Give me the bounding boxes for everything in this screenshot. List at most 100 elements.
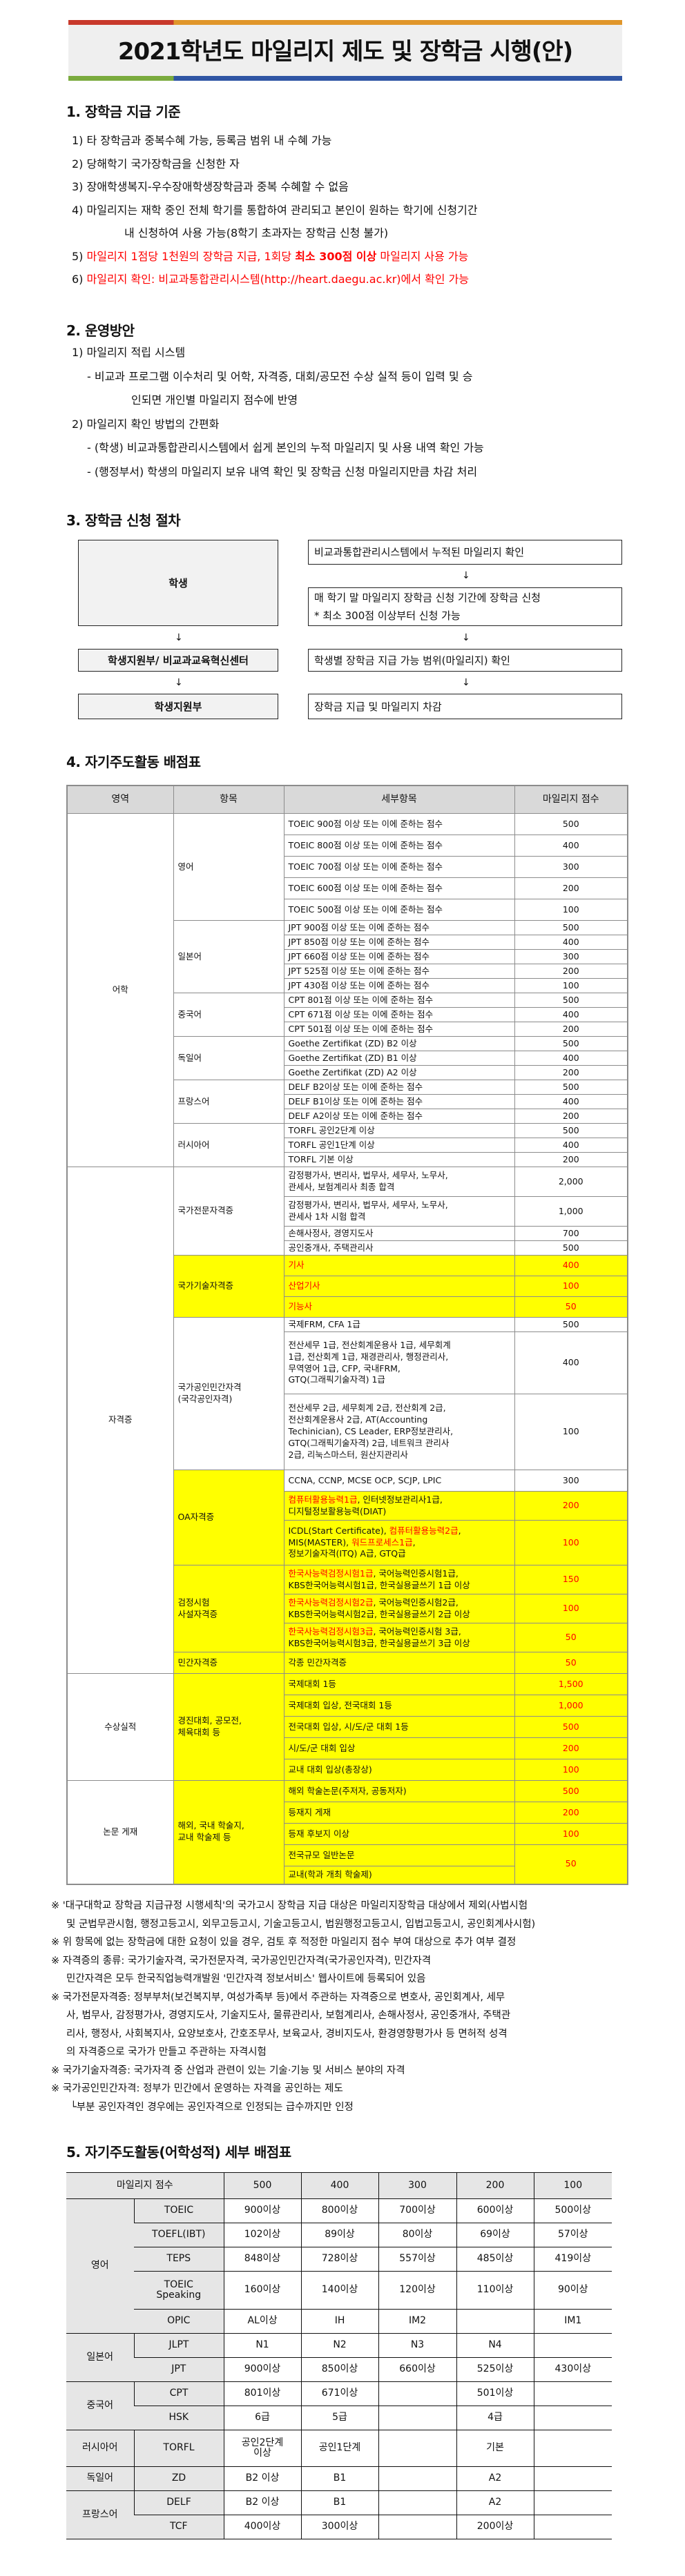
column-header: 500 <box>223 2172 302 2199</box>
score-cell: 500 <box>514 1317 628 1332</box>
area-cell: 어학 <box>66 813 174 1167</box>
detail-cell: 등재지 게재 <box>283 1802 515 1824</box>
score-cell: 200 <box>514 1065 628 1080</box>
detail-cell: CCNA, CCNP, MCSE OCP, SCJP, LPIC <box>283 1470 515 1492</box>
note: ※ 자격증의 종류: 국가기술자격, 국가전문자격, 국가공인민간자격(국가공인… <box>51 1955 432 1985</box>
detail-cell: TOEIC 900점 이상 또는 이에 준하는 점수 <box>283 813 515 835</box>
table-row: 컴퓨터활용능력1급, 인터넷정보관리사1급, 디지털정보활용능력(DIAT) 20… <box>67 1491 628 1521</box>
flow-step-check: 비교과통합관리시스템에서 누적된 마일리지 확인 <box>308 540 622 565</box>
detail-cell: Goethe Zertifikat (ZD) B2 이상 <box>283 1036 515 1051</box>
score-cell: 400 <box>514 1094 628 1109</box>
score-cell: 400 <box>514 1051 628 1066</box>
detail-cell: 산업기사 <box>283 1276 515 1297</box>
score-cell: 400 <box>514 1331 628 1394</box>
note: ※ 국가전문자격증: 정부부처(보건복지부, 여성가족부 등)에서 주관하는 자… <box>51 1991 511 2058</box>
item-cell: 국가전문자격증 <box>173 1167 284 1256</box>
table-row: 프랑스어 DELF B2 이상 B1 A2 <box>66 2490 612 2539</box>
score-threshold-cell <box>533 2333 612 2358</box>
test-name-cell: TOEIC Speaking <box>134 2271 224 2310</box>
detail-cell: TOEIC 600점 이상 또는 이에 준하는 점수 <box>283 877 515 899</box>
test-name-cell: JLPT <box>133 2333 224 2358</box>
score-cell: 50 <box>514 1844 628 1884</box>
table-row: 중국어 CPT 801이상 671이상 501이상 <box>66 2381 612 2430</box>
score-threshold-cell: 700이상 <box>378 2198 457 2223</box>
detail-segment: 한국사능력검정시험1급 <box>288 1568 374 1579</box>
score-cell: 200 <box>514 1109 628 1124</box>
detail-cell: 교내 대회 입상(총장상) <box>283 1759 515 1781</box>
table-row: JPT 850점 이상 또는 이에 준하는 점수 400 <box>67 935 628 950</box>
list-subitem-continuation: 인되면 개인별 마일리지 점수에 반영 <box>131 393 298 407</box>
detail-segment: 한국사능력검정시험3급 <box>288 1626 374 1637</box>
detail-segment: 기능사 <box>288 1301 313 1312</box>
score-cell: 1,000 <box>514 1196 628 1227</box>
list-subitem: - (학생) 비교과통합관리시스템에서 쉽게 본인의 누적 마일리지 및 사용 … <box>87 441 484 454</box>
table-row: 한국사능력검정시험2급, 국어능력인증시험2급, KBS한국어능력시험2급, 한… <box>67 1594 628 1623</box>
flow-actor-support-dept: 학생지원부 <box>78 694 278 719</box>
area-cell: 수상실적 <box>66 1673 174 1781</box>
table-row: ICDL(Start Certificate), 컴퓨터활용능력2급, MIS(… <box>67 1520 628 1565</box>
detail-cell: Goethe Zertifikat (ZD) A2 이상 <box>283 1065 515 1080</box>
detail-cell: 전국대회 입상, 시/도/군 대회 1등 <box>283 1716 515 1738</box>
table-row: 국제대회 입상, 전국대회 1등 1,000 <box>67 1695 628 1717</box>
score-threshold-cell: 89이상 <box>300 2223 379 2247</box>
detail-cell: 한국사능력검정시험1급, 국어능력인증시험1급, KBS한국어능력시험1급, 한… <box>283 1565 515 1594</box>
item-cell: 해외, 국내 학술지, 교내 학술제 등 <box>173 1780 284 1884</box>
list-item: 1) 마일리지 적립 시스템 <box>72 346 186 359</box>
table-row: TCF 400이상 300이상 200이상 <box>66 2515 612 2539</box>
table-row: 러시아어 TORFL 공인2단계 이상 500 <box>67 1123 628 1167</box>
test-name-cell: JPT <box>134 2357 224 2382</box>
table-row: 수상실적 경진대회, 공모전, 체육대회 등 국제대회 1등 1,500 <box>66 1673 628 1781</box>
score-cell: 1,000 <box>514 1695 628 1717</box>
table-row: 전국규모 일반논문 50 <box>67 1844 628 1884</box>
score-threshold-cell: 419이상 <box>533 2247 612 2272</box>
detail-cell: 국제FRM, CFA 1급 <box>283 1317 515 1332</box>
score-threshold-cell: 501이상 <box>456 2381 534 2406</box>
score-threshold-cell <box>378 2381 457 2406</box>
table-row: 교내 대회 입상(총장상) 100 <box>67 1759 628 1781</box>
score-threshold-cell <box>533 2381 612 2406</box>
arrow-down-icon: ↓ <box>175 632 183 643</box>
score-threshold-cell <box>456 2309 534 2334</box>
list-item: 1) 타 장학금과 중복수혜 가능, 등록금 범위 내 수혜 가능 <box>72 134 332 147</box>
score-threshold-cell <box>378 2466 457 2491</box>
score-cell: 500 <box>514 993 628 1008</box>
detail-cell: JPT 430점 이상 또는 이에 준하는 점수 <box>283 978 515 993</box>
score-threshold-cell <box>378 2490 457 2515</box>
table-row: TORFL 기본 이상 200 <box>67 1152 628 1167</box>
item-cell: 영어 <box>173 813 284 921</box>
detail-cell: 한국사능력검정시험3급, 국어능력인증시험 3급, KBS한국어능력시험3급, … <box>283 1623 515 1652</box>
list-item: 4) 마일리지는 재학 중인 전체 학기를 통합하여 관리되고 본인이 원하는 … <box>72 203 478 217</box>
score-threshold-cell: IM2 <box>378 2309 457 2334</box>
mileage-score-table: 영역 항목 세부항목 마일리지 점수 어학 영어 TOEIC 900점 이상 또는 … <box>66 785 628 1885</box>
table-row: 공인중개사, 주택관리사 500 <box>67 1240 628 1256</box>
detail-segment: , MIS(MASTER), <box>288 1525 461 1548</box>
banner-top-bar <box>68 20 622 25</box>
detail-cell: TOEIC 500점 이상 또는 이에 준하는 점수 <box>283 899 515 921</box>
detail-cell: DELF B1이상 또는 이에 준하는 점수 <box>283 1094 515 1109</box>
detail-cell: TORFL 기본 이상 <box>283 1152 515 1167</box>
note: ※ 위 항목에 없는 장학금에 대한 요청이 있을 경우, 검토 후 적정한 마… <box>51 1937 517 1948</box>
score-cell: 500 <box>514 1240 628 1256</box>
table-row: 등재지 게재 200 <box>67 1802 628 1824</box>
list-item: 3) 장애학생복지-우수장애학생장학금과 중복 수혜할 수 없음 <box>72 180 349 193</box>
banner-bottom-bar <box>68 76 622 81</box>
list-item: 2) 마일리지 확인 방법의 간편화 <box>72 417 220 431</box>
detail-segment: ICDL(Start Certificate), <box>288 1525 389 1536</box>
score-threshold-cell: A2 <box>456 2490 534 2515</box>
test-name-cell: ZD <box>133 2466 224 2491</box>
test-name-cell: TOEFL(IBT) <box>134 2223 224 2247</box>
detail-cell: JPT 525점 이상 또는 이에 준하는 점수 <box>283 964 515 979</box>
detail-cell: 전국규모 일반논문 <box>283 1844 515 1866</box>
score-cell: 150 <box>514 1565 628 1594</box>
score-cell: 400 <box>514 835 628 857</box>
score-threshold-cell: 공인1단계 <box>300 2430 379 2467</box>
score-cell: 200 <box>514 964 628 979</box>
detail-cell: 감정평가사, 변리사, 법무사, 세무사, 노무사, 관세사, 보험계리사 최종… <box>283 1167 515 1197</box>
item-cell: 국가기술자격증 <box>173 1255 284 1318</box>
score-threshold-cell: 80이상 <box>378 2223 457 2247</box>
test-name-cell: DELF <box>133 2490 224 2515</box>
score-threshold-cell: 800이상 <box>300 2198 379 2223</box>
section3-heading: 3. 장학금 신청 절차 <box>66 512 181 529</box>
note: ※ 국가기술자격증: 국가자격 중 산업과 관련이 있는 기술·기능 및 서비스… <box>51 2065 405 2076</box>
score-threshold-cell: 69이상 <box>456 2223 534 2247</box>
